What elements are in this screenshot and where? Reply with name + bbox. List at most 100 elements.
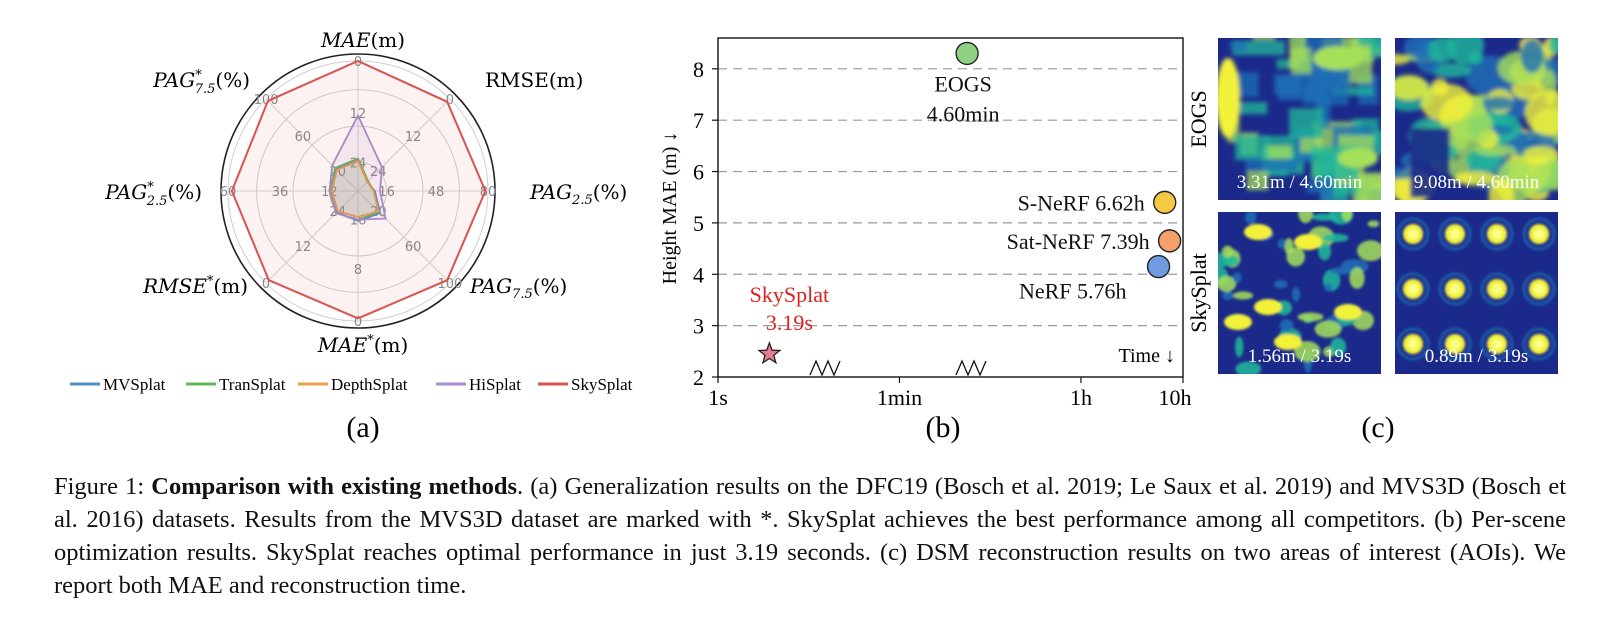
dsm-blob [1367,220,1380,228]
dsm-ring [1396,217,1430,251]
dsm-peak-core [1492,284,1502,294]
dsm-blob [1222,290,1233,301]
dsm-tile-caption-1: 3.31m / 4.60min [1237,172,1363,193]
radar-axis-label: MAE*(m) [317,333,409,357]
axis-break-mark-1 [955,359,987,377]
radar-tick-label: 12 [405,130,422,145]
dsm-blob [1454,171,1497,186]
dsm-blob [1284,238,1294,255]
dsm-block [1289,108,1324,138]
radar-series-skysplat [230,59,487,320]
dsm-ring [1522,217,1556,251]
dsm-ring [1522,327,1556,361]
dsm-blob [1447,38,1484,65]
dsm-tile-caption-2: 9.08m / 4.60min [1414,172,1540,193]
dsm-blob [1431,78,1449,96]
dsm-blob [1533,159,1558,191]
dsm-peak-core [1408,284,1418,294]
dsm-blob [1453,129,1469,150]
y-tick-label: 5 [693,211,704,236]
dsm-ring [1438,272,1472,306]
plot-frame [717,37,1184,378]
caption-prefix: Figure 1: [54,473,152,500]
dsm-block [1252,38,1275,40]
dsm-peak [1218,58,1240,138]
dsm-blob [1277,238,1286,249]
dsm-block [1358,38,1381,46]
radar-tick-label: 12 [295,240,312,255]
radar-tick-label: 36 [272,185,289,200]
y-tick-label: 3 [693,314,704,339]
dsm-blob [1221,245,1234,258]
radar-axis-label: MAE(m) [320,28,405,52]
radar-axis-label: PAG* 7.5(%) [152,68,250,97]
y-tick-label: 4 [693,262,704,287]
dsm-blob [1520,39,1544,74]
dsm-peak-core [1450,229,1460,239]
dsm-peak-core [1450,284,1460,294]
dsm-blob [1488,177,1515,200]
dsm-peak-core [1534,229,1544,239]
point-label-sat-nerf: Sat-NeRF 7.39h [1007,229,1150,254]
dsm-blob [1461,109,1493,143]
dsm-row-label-eogs: EOGS [1186,90,1211,147]
dsm-blob [1431,63,1472,78]
legend-label-skysplat: SkySplat [571,375,633,394]
radar-axis-label: RMSE(m) [485,68,583,92]
dsm-blob [1403,38,1437,59]
dsm-blob [1232,272,1242,283]
dsm-ring [1480,327,1514,361]
dsm-ring [1480,272,1514,306]
radar-series-hisplat [328,113,387,221]
radar-tick-label: 48 [428,185,445,200]
point-time-skysplat: 3.19s [766,310,813,335]
dsm-blob [1524,90,1558,136]
x-tick-label: 1s [708,385,728,410]
dsm-blob [1297,312,1324,322]
radar-outer-ring [220,53,496,329]
dsm-peak [1254,299,1282,315]
radar-spoke [357,190,451,284]
dsm-peak-core [1408,339,1418,349]
dsm-blob [1234,336,1244,358]
point-label-nerf: NeRF 5.76h [1019,279,1127,304]
y-tick-label: 8 [693,57,704,82]
caption-body: . (a) Generalization results on the DFC1… [54,473,1567,599]
radar-tick-label: 100 [254,93,279,108]
dsm-blob [1474,144,1517,156]
dsm-block [1235,135,1268,161]
dsm-peak [1244,224,1272,240]
dsm-row-label-skysplat: SkySplat [1186,253,1211,332]
radar-spoke [265,190,359,284]
dsm-block [1262,145,1292,160]
panel-label-c: (c) [1361,411,1394,444]
y-axis-label: Height MAE (m) ↓ [659,132,681,285]
x-tick-label: 1h [1070,385,1092,410]
dsm-peak-core [1534,284,1544,294]
dsm-ring [1480,217,1514,251]
dsm-blob [1341,212,1353,222]
dsm-blob [1298,212,1314,224]
dsm-block [1318,67,1349,106]
radar-tick-label: 0 [446,93,454,108]
radar-axis-label: PAG* 2.5(%) [104,180,202,209]
dsm-blob [1232,291,1254,300]
dsm-block [1245,158,1297,172]
legend-label-depthsplat: DepthSplat [331,375,408,394]
marker-s-nerf [1153,190,1177,215]
marker-nerf [1146,254,1171,279]
dsm-blob [1324,283,1333,292]
dsm-ring [1522,272,1556,306]
dsm-peak-core [1534,339,1544,349]
radar-tick-label: 0 [262,277,270,292]
axis-break-mark-0 [809,359,841,377]
dsm-blob [1322,233,1349,243]
dsm-heights [1395,38,1558,200]
dsm-blob [1274,280,1288,289]
dsm-ring [1438,327,1472,361]
dsm-blob [1428,38,1457,63]
legend-label-mvsplat: MVSplat [103,375,166,394]
dsm-blob [1330,337,1347,356]
dsm-tiles: 3.31m / 4.60min 9.08m / 4.60min 1.56m / 3.… [1186,38,1558,374]
